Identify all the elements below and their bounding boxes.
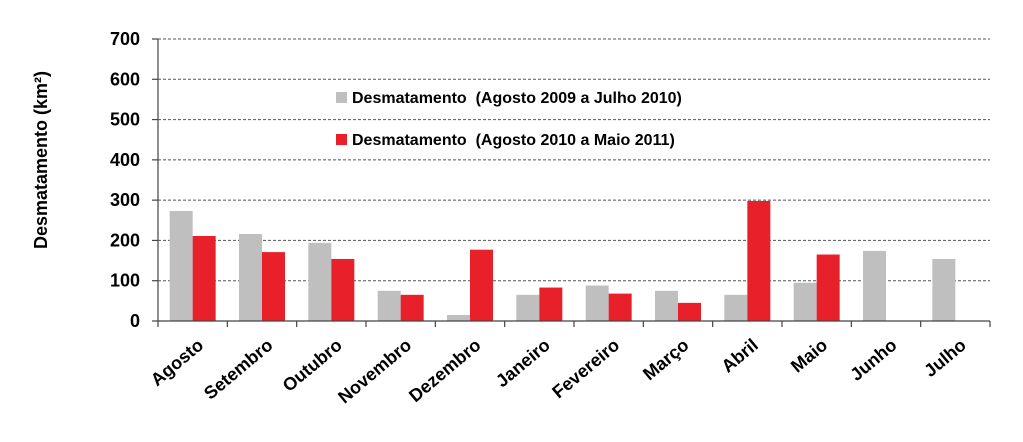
bar-series1-março [655, 290, 678, 321]
bar-series2-dezembro [470, 249, 493, 321]
y-tick-label: 400 [110, 150, 140, 170]
x-tick-label: Julho [920, 335, 970, 381]
bar-series2-novembro [400, 294, 424, 321]
y-tick-label: 200 [110, 230, 140, 250]
bar-series2-agosto [192, 235, 216, 321]
x-tick-label: Outubro [279, 335, 346, 396]
x-tick-label: Abril [718, 335, 762, 377]
bar-series2-setembro [262, 252, 285, 321]
bar-series1-outubro [308, 242, 332, 321]
y-axis-title: Desmatamento (km²) [31, 71, 51, 249]
x-tick-label: Agosto [147, 335, 207, 390]
bar-series1-junho [863, 250, 886, 321]
x-tick-label: Maio [787, 335, 831, 377]
x-tick-label: Fevereiro [548, 335, 623, 402]
y-tick-label: 100 [110, 271, 140, 291]
bar-series2-abril [747, 200, 771, 321]
y-tick-label: 700 [110, 29, 140, 49]
y-tick-label: 300 [110, 190, 140, 210]
bar-series1-fevereiro [585, 285, 609, 321]
axes [157, 39, 991, 327]
bar-series2-janeiro [539, 287, 563, 321]
x-tick-label: Setembro [200, 335, 276, 404]
grid-lines [158, 38, 990, 282]
x-tick-label: Janeiro [492, 335, 554, 391]
bar-series2-outubro [331, 258, 355, 321]
y-axis-ticks: 0 100 200 300 400 500 600 700 [110, 29, 158, 331]
legend-swatch [336, 92, 347, 103]
x-tick-label: Novembro [334, 335, 415, 408]
bar-series2-março [678, 302, 701, 321]
bar-series2-maio [816, 254, 840, 321]
y-tick-label: 600 [110, 69, 140, 89]
x-tick-label: Março [639, 335, 692, 384]
y-tick-label: 0 [130, 311, 140, 331]
bar-series1-abril [724, 294, 748, 321]
x-tick-label: Dezembro [405, 335, 485, 406]
legend-swatch [336, 134, 347, 145]
legend-label: Desmatamento (Agosto 2010 a Maio 2011) [352, 132, 675, 149]
bar-series2-fevereiro [608, 293, 632, 321]
bar-series1-dezembro [447, 314, 470, 321]
bar-series1-novembro [377, 290, 401, 321]
y-tick-label: 500 [110, 110, 140, 130]
bars-group [169, 200, 956, 321]
legend: Desmatamento (Agosto 2009 a Julho 2010) D… [336, 90, 682, 149]
x-tick-label: Junho [846, 335, 900, 385]
legend-label: Desmatamento (Agosto 2009 a Julho 2010) [352, 90, 682, 107]
bar-series1-agosto [169, 211, 193, 321]
bar-series1-janeiro [516, 294, 540, 321]
bar-series1-julho [932, 258, 956, 321]
bar-series1-maio [793, 282, 817, 321]
bar-series1-setembro [239, 233, 262, 321]
